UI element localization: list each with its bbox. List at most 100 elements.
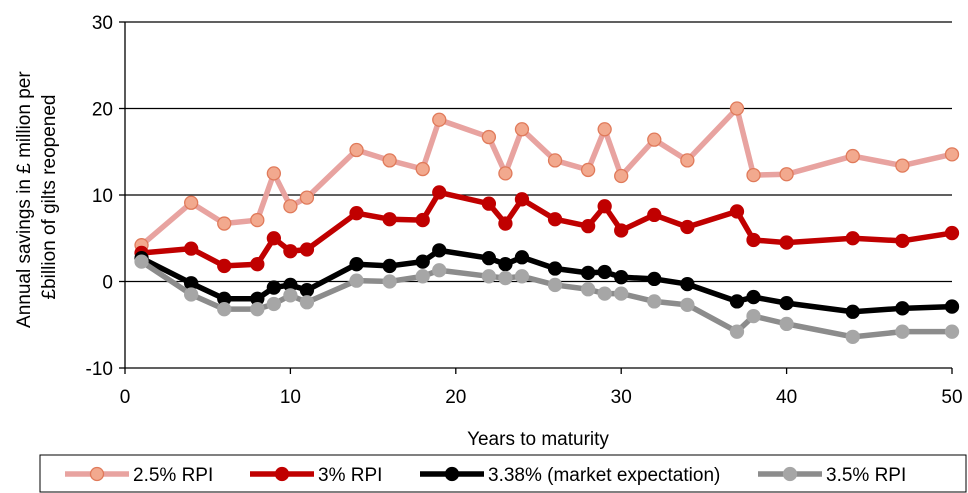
data-point (134, 254, 149, 269)
x-tick-label: 50 (941, 387, 962, 408)
data-point (680, 297, 695, 313)
data-point (746, 232, 761, 248)
data-point (481, 196, 497, 211)
data-point (349, 257, 364, 272)
data-point (895, 233, 910, 248)
data-point (217, 258, 232, 274)
x-tick-label: 10 (280, 387, 301, 408)
data-point (415, 212, 430, 228)
data-point (746, 289, 761, 305)
data-point (481, 129, 497, 145)
data-point (547, 261, 563, 276)
data-point (779, 235, 794, 250)
data-point (514, 269, 530, 284)
y-tick-label: -10 (86, 359, 113, 380)
legend-marker (444, 466, 460, 482)
data-point (432, 185, 447, 200)
data-point (382, 212, 397, 227)
data-point (597, 286, 612, 301)
data-point (647, 294, 662, 309)
legend-label: 2.5% RPI (133, 465, 213, 486)
data-point (614, 223, 629, 238)
legend-label: 3.38% (market expectation) (488, 465, 720, 486)
data-point (680, 153, 695, 168)
data-point (514, 192, 530, 207)
series-1 (134, 101, 960, 253)
data-point (382, 258, 397, 274)
data-point (779, 167, 794, 182)
axes (119, 21, 953, 374)
series-group (134, 101, 960, 345)
data-point (382, 274, 397, 289)
data-point (217, 302, 232, 317)
data-point (845, 329, 860, 345)
y-tick-label: 20 (92, 100, 113, 121)
data-point (432, 243, 447, 258)
data-point (779, 295, 794, 311)
data-point (349, 206, 364, 221)
data-point (944, 299, 960, 314)
data-point (729, 101, 745, 116)
data-point (614, 270, 629, 285)
legend-entry: 3.38% (market expectation) (420, 465, 720, 486)
data-point (597, 199, 612, 214)
data-point (299, 282, 315, 298)
x-tick-label: 20 (445, 387, 466, 408)
data-point (944, 324, 960, 339)
x-tick-label: 0 (120, 387, 131, 408)
data-point (944, 225, 960, 241)
series-3 (134, 243, 960, 319)
data-point (498, 216, 513, 231)
data-point (283, 244, 298, 259)
data-point (299, 242, 315, 257)
data-point (746, 308, 761, 324)
data-point (597, 264, 612, 280)
legend: 2.5% RPI 3% RPI 3.38% (market expectation)… (39, 454, 967, 493)
data-point (895, 158, 910, 173)
data-point (580, 162, 596, 178)
x-tick-label: 40 (776, 387, 797, 408)
data-point (779, 316, 794, 332)
data-point (415, 161, 430, 177)
data-point (382, 153, 397, 168)
data-point (614, 286, 629, 301)
data-point (217, 216, 232, 231)
data-point (845, 304, 860, 319)
data-point (415, 269, 430, 284)
data-point (680, 219, 695, 235)
data-point (349, 142, 364, 158)
data-point (895, 324, 910, 339)
data-point (498, 270, 513, 286)
data-point (729, 324, 745, 339)
data-point (597, 122, 612, 137)
data-point (895, 301, 910, 316)
data-point (184, 241, 199, 256)
data-point (481, 269, 497, 284)
data-point (266, 296, 282, 312)
data-point (184, 195, 199, 210)
data-point (547, 277, 563, 293)
legend-entry: 3% RPI (250, 465, 382, 486)
data-point (299, 190, 315, 205)
data-point (184, 287, 199, 302)
legend-marker (782, 466, 798, 482)
data-point (547, 212, 563, 227)
data-point (647, 132, 662, 147)
data-point (514, 250, 530, 265)
data-point (547, 153, 563, 168)
data-point (266, 166, 282, 181)
data-point (647, 207, 662, 223)
data-point (680, 276, 695, 292)
data-point (283, 288, 298, 303)
y-tick-label: 30 (92, 13, 113, 34)
legend-marker (89, 466, 105, 482)
y-tick-label: 0 (102, 273, 113, 294)
data-point (498, 166, 513, 181)
data-point (746, 167, 761, 183)
series-4 (134, 254, 960, 345)
y-axis-title-line-2: £billion of gilts reopened (39, 95, 60, 300)
legend-label: 3% RPI (318, 465, 382, 486)
data-point (514, 122, 530, 137)
data-point (283, 199, 298, 214)
